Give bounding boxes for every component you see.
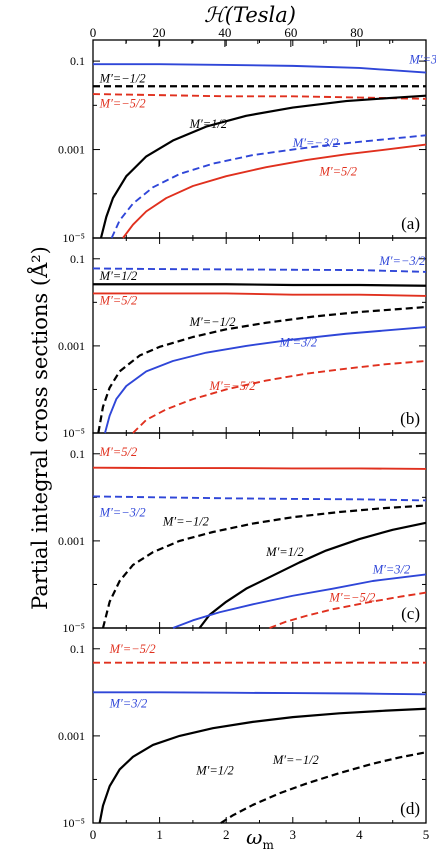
panel-4-series-2 xyxy=(93,691,427,696)
panel-2-y-tick-label: 0.1 xyxy=(70,252,85,266)
panel-2-series-2 xyxy=(93,283,427,287)
panel-1-curve-label-1: M′=3/2 xyxy=(408,52,436,66)
panel-1-series-5 xyxy=(110,134,427,239)
panel-2-series-6 xyxy=(132,360,427,434)
bottom-x-ticks: 0 1 2 3 4 5 xyxy=(90,827,430,842)
top-axis-tick-label: 20 xyxy=(152,25,165,40)
panel-2-curve-label-2: M′=1/2 xyxy=(99,269,138,283)
panel-3-curve-label-5: M′=3/2 xyxy=(372,563,411,577)
panel-1-panel-label: (a) xyxy=(401,214,420,233)
panel-3-series-2 xyxy=(92,495,427,502)
panel-1-curve-label-4: M′=1/2 xyxy=(189,117,228,131)
top-axis-tick-label: 40 xyxy=(218,25,231,40)
panel-4-labels: M′=−5/2 M′=3/2 M′=1/2 M′=−1/2 xyxy=(109,642,319,778)
top-axis-tick-label: 80 xyxy=(350,25,363,40)
panel-3-curve-label-1: M′=5/2 xyxy=(99,445,138,459)
panel-1-curves xyxy=(92,63,427,239)
panel-2-labels: M′=−3/2 M′=1/2 M′=5/2 M′=−1/2 M′=3/2 M′=−5/2 xyxy=(99,254,426,393)
panel-4-y-tick-label: 0.1 xyxy=(70,642,85,656)
panel-4-y-tick-label: 10⁻⁵ xyxy=(62,816,85,830)
panel-4-panel-label: (d) xyxy=(400,799,420,818)
panel-1-curve-label-2: M′=−1/2 xyxy=(99,72,146,86)
panel-1-labels: M′=3/2 M′=−1/2 M′=−5/2 M′=1/2 M′=−3/2 M′=5/2 xyxy=(99,52,436,178)
panel-1-y-tick-label: 10⁻⁵ xyxy=(62,231,85,245)
panel-2: 0.1 0.001 10⁻⁵ (b) xyxy=(58,237,427,440)
top-x-ticks: 0 20 40 60 80 xyxy=(90,25,391,47)
curve-layer xyxy=(92,63,427,824)
panel-3-series-5 xyxy=(172,573,427,629)
panel-3-series-1 xyxy=(92,466,427,470)
panel-3-labels: M′=5/2 M′=−3/2 M′=−1/2 M′=1/2 M′=3/2 M′=−5/2 xyxy=(99,445,411,605)
panel-4-series-3 xyxy=(98,707,427,824)
panel-3-y-tick-label: 0.001 xyxy=(58,534,85,548)
panel-3-y-tick-label: 10⁻⁵ xyxy=(62,621,85,635)
panel-4: 0.1 0.001 10⁻⁵ (d) xyxy=(58,627,427,830)
panel-1-series-3 xyxy=(92,93,427,100)
label-layer: M′=3/2M′=−1/2M′=−5/2M′=1/2M′=−3/2M′=5/2M… xyxy=(99,52,436,777)
panel-1-series-4 xyxy=(99,94,427,239)
panel-4-frame xyxy=(92,627,427,824)
panel-4-curve-label-2: M′=3/2 xyxy=(109,697,148,711)
panel-2-curve-label-3: M′=5/2 xyxy=(99,294,138,308)
panel-1-y-tick-label: 0.001 xyxy=(58,143,85,157)
panel-4-curves xyxy=(93,661,427,824)
top-axis-tick-label: 60 xyxy=(284,25,297,40)
frame-layer: 0.10.00110⁻⁵(a)0.10.00110⁻⁵(b)0.10.00110… xyxy=(58,25,429,842)
panel-2-series-1 xyxy=(92,267,427,273)
x-tick-label: 4 xyxy=(356,827,363,842)
top-axis-label: ℋ(Tesla) xyxy=(204,3,296,27)
panel-3-panel-label: (c) xyxy=(401,604,420,623)
panel-2-curve-label-1: M′=−3/2 xyxy=(378,254,425,268)
panel-3-curve-label-2: M′=−3/2 xyxy=(99,505,146,519)
y-axis-label: Partial integral cross sections (Å²) xyxy=(27,246,52,610)
panel-2-curve-label-5: M′=3/2 xyxy=(278,335,317,349)
top-axis-tick-label: 0 xyxy=(90,25,97,40)
panel-4-curve-label-4: M′=−1/2 xyxy=(272,753,319,767)
panel-1-series-1 xyxy=(93,63,427,74)
panel-3-curves xyxy=(92,466,427,629)
panel-1-curve-label-3: M′=−5/2 xyxy=(99,96,146,110)
panel-2-y-tick-label: 0.001 xyxy=(58,339,85,353)
panel-2-series-4 xyxy=(97,305,427,434)
panel-3-series-3 xyxy=(101,504,427,629)
panel-3: 0.1 0.001 10⁻⁵ (c) xyxy=(58,432,427,635)
x-axis-label-main: ω xyxy=(246,825,262,849)
panel-2-curve-label-4: M′=−1/2 xyxy=(189,315,236,329)
panel-2-panel-label: (b) xyxy=(400,409,420,428)
x-axis-label-subscript: m xyxy=(262,838,274,852)
panel-3-curve-label-4: M′=1/2 xyxy=(265,545,304,559)
panel-4-curve-label-3: M′=1/2 xyxy=(195,764,234,778)
x-tick-label: 5 xyxy=(423,827,430,842)
x-axis-label: ωm xyxy=(246,825,274,852)
panel-2-series-3 xyxy=(93,292,427,297)
panel-3-y-tick-label: 0.1 xyxy=(70,447,85,461)
panel-2-curve-label-6: M′=−5/2 xyxy=(209,379,256,393)
x-tick-label: 0 xyxy=(90,827,97,842)
panel-2-y-tick-label: 10⁻⁵ xyxy=(62,426,85,440)
x-tick-label: 2 xyxy=(223,827,230,842)
panel-1-series-6 xyxy=(122,143,427,239)
panel-4-curve-label-1: M′=−5/2 xyxy=(109,642,156,656)
panel-2-frame xyxy=(92,237,427,434)
panel-1-y-tick-label: 0.1 xyxy=(70,54,85,68)
x-tick-label: 1 xyxy=(156,827,163,842)
panel-3-frame xyxy=(92,432,427,629)
panel-4-series-4 xyxy=(220,751,427,824)
panel-2-curves xyxy=(92,267,427,434)
panel-3-curve-label-6: M′=−5/2 xyxy=(328,591,375,605)
x-tick-label: 3 xyxy=(290,827,297,842)
panel-1-curve-label-5: M′=−3/2 xyxy=(292,136,339,150)
panel-3-series-4 xyxy=(198,521,427,629)
panel-2-series-5 xyxy=(104,326,427,434)
panel-4-y-tick-label: 0.001 xyxy=(58,729,85,743)
panel-1-curve-label-6: M′=5/2 xyxy=(318,164,357,178)
panel-3-curve-label-3: M′=−1/2 xyxy=(162,514,209,528)
panel-3-series-6 xyxy=(269,591,427,629)
